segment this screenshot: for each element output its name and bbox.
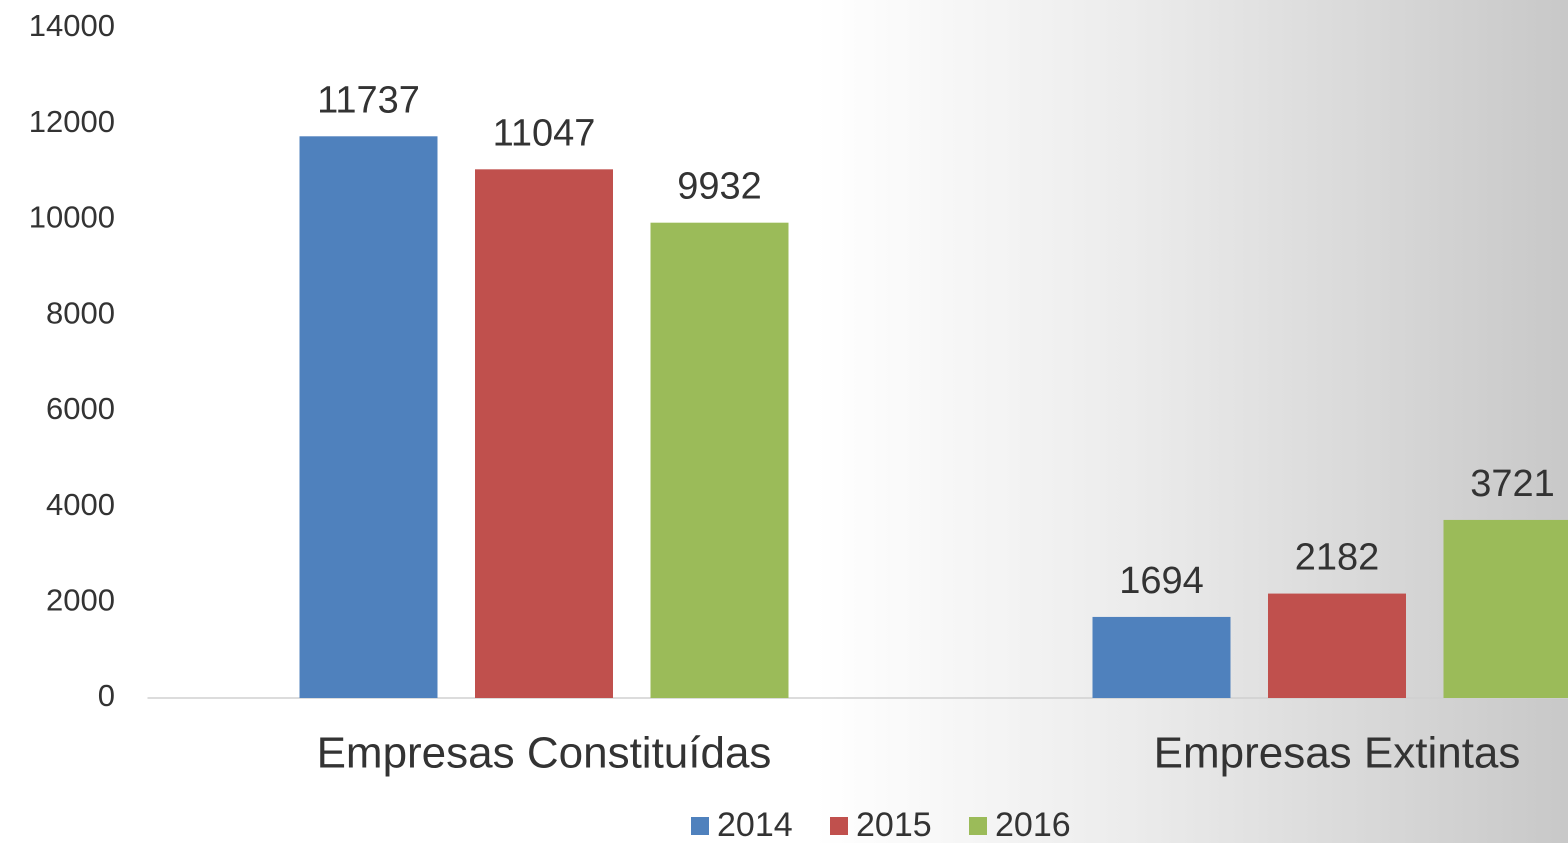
data-label: 2182 (1295, 537, 1380, 579)
data-label: 3721 (1470, 463, 1555, 505)
bar (299, 136, 438, 698)
data-label: 11737 (317, 79, 420, 121)
bar (475, 169, 613, 698)
y-tick-label: 12000 (29, 104, 115, 139)
bar (1268, 593, 1406, 698)
y-tick-label: 8000 (46, 295, 115, 330)
legend-swatch (969, 817, 987, 835)
legend-swatch (691, 817, 709, 835)
data-label: 9932 (677, 166, 762, 208)
bar (1092, 616, 1231, 698)
legend-swatch (830, 817, 848, 835)
y-tick-label: 10000 (29, 200, 115, 235)
y-tick-label: 14000 (29, 8, 115, 43)
y-tick-label: 0 (98, 678, 115, 713)
y-tick-label: 6000 (46, 391, 115, 426)
y-tick-label: 2000 (46, 582, 115, 617)
legend-label: 2015 (856, 806, 932, 843)
legend-label: 2016 (995, 806, 1071, 843)
bar (1443, 519, 1568, 698)
x-tick-label: Empresas Constituídas (317, 729, 772, 778)
data-label: 1694 (1119, 560, 1204, 602)
bar (650, 222, 789, 698)
data-label: 11047 (493, 112, 596, 154)
y-tick-label: 4000 (46, 487, 115, 522)
legend-label: 2014 (717, 806, 793, 843)
x-tick-label: Empresas Extintas (1154, 729, 1521, 778)
